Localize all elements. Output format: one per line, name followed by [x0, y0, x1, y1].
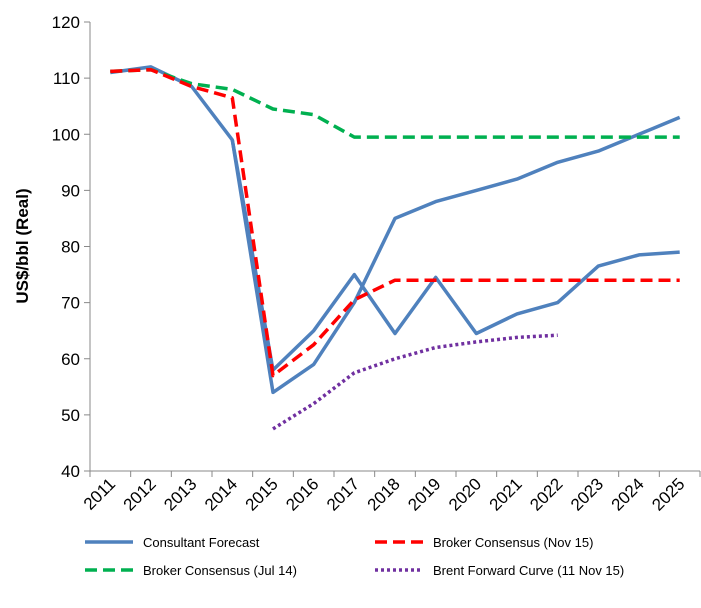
x-tick-label: 2018 [364, 474, 404, 514]
x-tick-label: 2015 [242, 474, 282, 514]
x-tick-label: 2012 [120, 474, 160, 514]
y-tick-label: 110 [53, 69, 80, 88]
x-tick-label: 2011 [80, 474, 119, 513]
series-line [110, 67, 680, 378]
legend-label: Broker Consensus (Nov 15) [433, 535, 593, 550]
legend-label: Broker Consensus (Jul 14) [143, 563, 297, 578]
y-tick-label: 70 [61, 294, 80, 313]
y-tick-label: 120 [52, 13, 80, 32]
y-tick-label: 90 [61, 181, 80, 200]
x-tick-label: 2013 [160, 474, 200, 514]
y-tick-label: 60 [61, 350, 80, 369]
legend-label: Brent Forward Curve (11 Nov 15) [433, 563, 624, 578]
y-tick-label: 50 [61, 406, 80, 425]
x-tick-label: 2016 [282, 474, 322, 514]
x-tick-label: 2024 [608, 474, 648, 514]
y-tick-label: 80 [61, 238, 80, 257]
x-tick-label: 2017 [323, 474, 363, 514]
y-tick-label: 100 [52, 125, 80, 144]
series-line [110, 65, 680, 372]
x-tick-label: 2023 [567, 474, 607, 514]
series-line [110, 67, 680, 139]
y-tick-label: 40 [61, 462, 80, 481]
x-tick-label: 2019 [404, 474, 444, 514]
x-tick-label: 2020 [445, 474, 485, 514]
series-line [230, 115, 681, 395]
x-tick-label: 2021 [486, 474, 526, 514]
x-tick-label: 2022 [526, 474, 566, 514]
x-tick-label: 2014 [201, 474, 241, 514]
y-axis-label: US$/bbl (Real) [13, 188, 32, 303]
x-tick-label: 2025 [648, 474, 688, 514]
legend-label: Consultant Forecast [143, 535, 260, 550]
series-line [272, 333, 558, 431]
